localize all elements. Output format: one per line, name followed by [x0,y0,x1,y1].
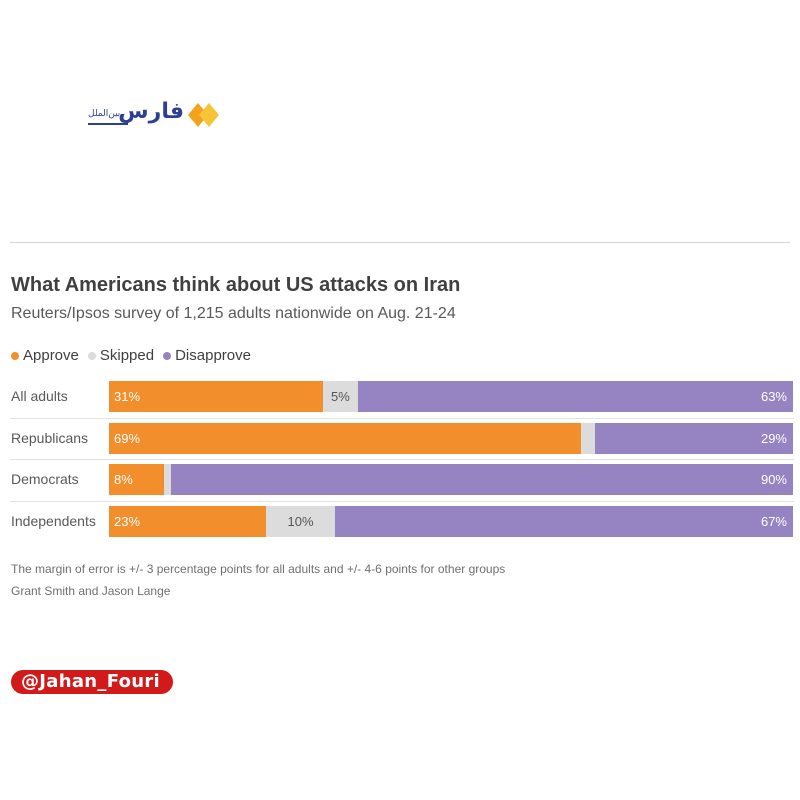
legend-item-approve: Approve [11,347,79,364]
data-label-independents-disapprove: 67% [760,513,787,529]
legend-swatch-skipped [87,351,96,360]
row-separator [10,417,794,419]
bar-all-adults-approve [109,381,324,412]
bar-republicans-approve [109,422,581,454]
row-label-democrats: Democrats [11,471,79,487]
logo-subtext: بین‌الملل [88,109,121,119]
bar-all-adults-skipped [323,381,358,412]
legend-label-disapprove: Disapprove [175,347,251,364]
bar-independents-skipped [266,505,335,537]
data-label-democrats-approve: 8% [114,472,133,487]
data-label-all-adults-skipped: 5% [331,389,350,404]
stacked-bar-chart: All adults 31% 5% 63% Republicans 69% 29% Democ… [0,380,800,540]
fars-logo: بین‌الملل فارس [86,98,220,132]
logo-diamond-icon [188,103,219,127]
row-label-all-adults: All adults [11,388,68,404]
data-label-independents-approve: 23% [114,513,141,529]
top-divider [10,242,790,243]
legend-label-skipped: Skipped [99,347,155,364]
row-separator [10,500,794,502]
logo-underline [88,123,128,125]
bar-democrats-approve [109,464,165,495]
bar-democrats-disapprove [171,464,793,495]
chart-note: The margin of error is +/- 3 percentage … [11,562,506,576]
data-label-independents-skipped: 10% [287,513,314,529]
chart-legend: Approve Skipped Disapprove [11,347,251,364]
data-label-democrats-disapprove: 90% [760,472,787,487]
bar-independents-approve [109,505,267,537]
bar-republicans-disapprove [594,422,793,454]
data-label-all-adults-disapprove: 63% [760,389,787,404]
logo-text: فارس [118,99,184,124]
chart-subtitle: Reuters/Ipsos survey of 1,215 adults nat… [11,305,456,322]
bar-democrats-skipped [164,464,172,495]
legend-swatch-disapprove [163,351,172,360]
legend-item-disapprove: Disapprove [163,347,251,364]
chart-title: What Americans think about US attacks on… [11,274,461,296]
bar-republicans-skipped [580,422,595,454]
chart-credit: Grant Smith and Jason Lange [11,584,171,598]
data-label-all-adults-approve: 31% [114,389,141,404]
row-separator [10,459,794,460]
legend-swatch-approve [11,351,19,360]
data-label-republicans-approve: 69% [114,430,141,446]
bar-independents-disapprove [334,505,793,537]
social-handle-badge: @Jahan_Fouri [11,670,174,694]
legend-item-skipped: Skipped [87,347,155,364]
row-label-independents: Independents [11,512,96,529]
data-label-republicans-disapprove: 29% [760,430,787,446]
row-label-republicans: Republicans [11,429,89,446]
legend-label-approve: Approve [23,347,79,364]
bar-all-adults-disapprove [357,381,793,412]
